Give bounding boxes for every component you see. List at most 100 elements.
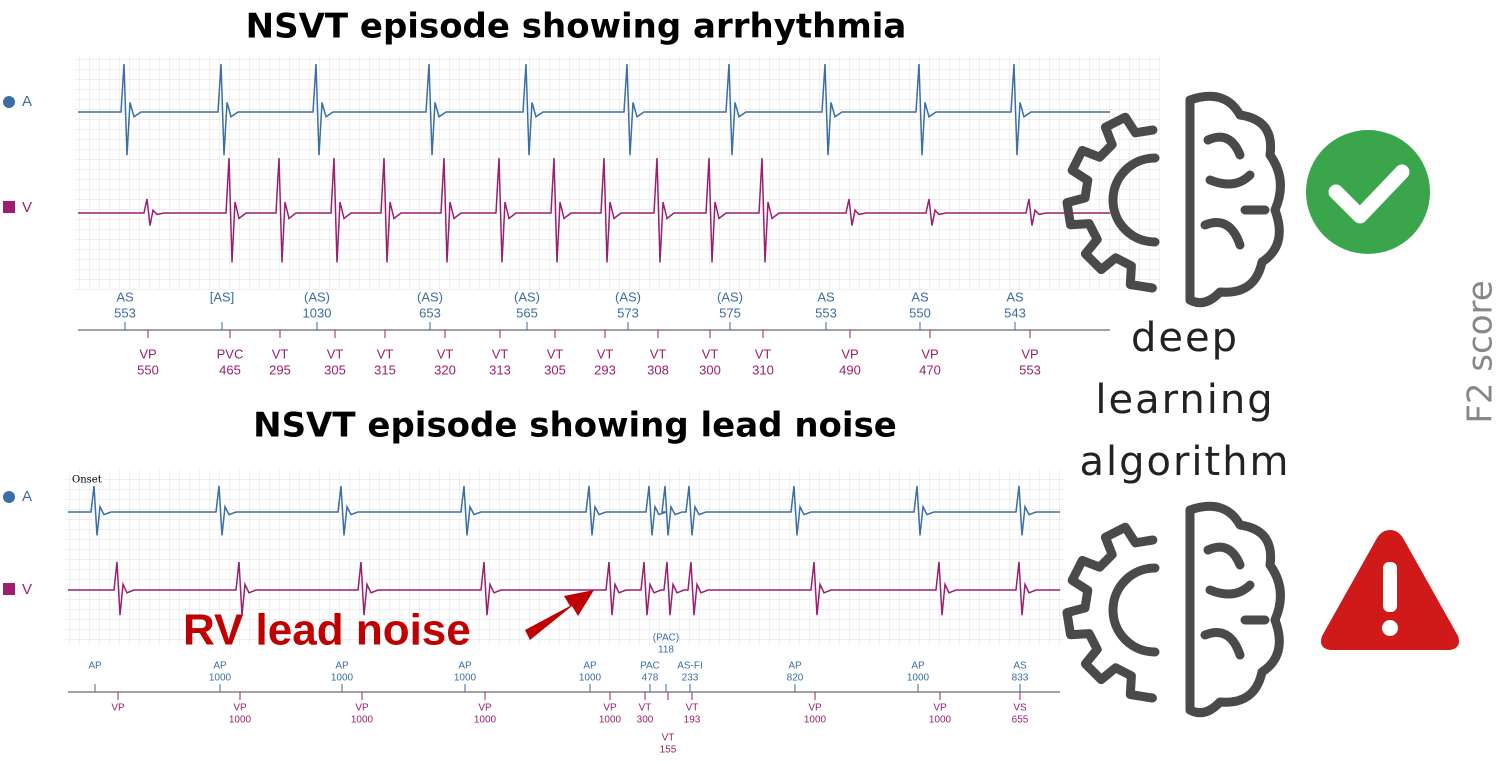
- marker-label: VT: [327, 346, 344, 361]
- warning-dot: [1382, 620, 1398, 636]
- marker-interval: 575: [719, 305, 741, 320]
- marker-label: VT: [702, 346, 719, 361]
- marker-label: VT: [686, 703, 699, 714]
- marker-label: (AS): [615, 289, 641, 304]
- marker-interval: 1000: [907, 673, 930, 684]
- channel-label: A: [22, 93, 32, 110]
- marker-label: VT: [272, 346, 289, 361]
- marker-interval: 313: [489, 362, 511, 377]
- marker-label: AP: [911, 661, 925, 672]
- marker-interval: 553: [1019, 362, 1041, 377]
- marker-interval: 300: [699, 362, 721, 377]
- marker-label: VT: [662, 733, 675, 744]
- marker-label: AP: [583, 661, 597, 672]
- marker-interval: 490: [839, 362, 861, 377]
- marker-label: VT: [650, 346, 667, 361]
- marker-label: AP: [213, 661, 227, 672]
- marker-interval: 155: [660, 745, 677, 756]
- marker-interval: 293: [594, 362, 616, 377]
- marker-label: AS: [1013, 661, 1027, 672]
- algorithm-label: algorithm: [1079, 439, 1290, 485]
- marker-interval: 315: [374, 362, 396, 377]
- marker-interval: 193: [684, 715, 701, 726]
- gear-inner: [1113, 568, 1155, 652]
- channel-label: A: [22, 488, 32, 505]
- marker-label: (PAC): [653, 633, 679, 644]
- marker-interval: 310: [752, 362, 774, 377]
- marker-interval: 1000: [209, 673, 232, 684]
- marker-interval: 308: [647, 362, 669, 377]
- marker-interval: 1000: [351, 715, 374, 726]
- brain-fold: [1205, 137, 1265, 245]
- marker-label: VP: [921, 346, 938, 361]
- channel-dot: [3, 491, 15, 503]
- marker-label: AP: [458, 661, 472, 672]
- marker-interval: 565: [516, 305, 538, 320]
- marker-label: VP: [355, 703, 369, 714]
- channel-label: V: [22, 581, 32, 598]
- marker-label: AS: [817, 289, 835, 304]
- warning-bar: [1383, 562, 1397, 612]
- marker-interval: 1000: [599, 715, 622, 726]
- marker-label: VP: [933, 703, 947, 714]
- marker-label: VT: [492, 346, 509, 361]
- onset-label: Onset: [72, 475, 102, 486]
- marker-interval: 543: [1004, 305, 1026, 320]
- marker-interval: 233: [682, 673, 699, 684]
- marker-interval: 1000: [929, 715, 952, 726]
- marker-interval: 1000: [454, 673, 477, 684]
- marker-label: VP: [603, 703, 617, 714]
- marker-label: AP: [335, 661, 349, 672]
- marker-interval: 305: [544, 362, 566, 377]
- brain: [1190, 506, 1280, 712]
- marker-interval: 300: [637, 715, 654, 726]
- marker-interval: 320: [434, 362, 456, 377]
- marker-interval: 470: [919, 362, 941, 377]
- marker-interval: 478: [642, 673, 659, 684]
- success-icon: [1306, 130, 1430, 254]
- marker-label: VP: [233, 703, 247, 714]
- marker-label: VP: [841, 346, 858, 361]
- marker-label: (AS): [514, 289, 540, 304]
- marker-interval: 553: [815, 305, 837, 320]
- marker-interval: 550: [137, 362, 159, 377]
- channel-square: [3, 201, 15, 213]
- marker-label: PVC: [217, 346, 244, 361]
- marker-interval: 1000: [229, 715, 252, 726]
- marker-label: AS: [911, 289, 929, 304]
- marker-label: VT: [755, 346, 772, 361]
- algorithm-icon: [1067, 506, 1280, 712]
- channel-label: V: [22, 199, 32, 216]
- marker-label: (AS): [304, 289, 330, 304]
- algorithm-label: learning: [1095, 377, 1274, 423]
- algorithm-label: deep: [1131, 315, 1239, 361]
- channel-square: [3, 583, 15, 595]
- marker-label: VP: [478, 703, 492, 714]
- marker-interval: 1000: [804, 715, 827, 726]
- figure: NSVT episode showing arrhythmia NSVT epi…: [0, 0, 1504, 763]
- brain: [1190, 96, 1280, 302]
- marker-label: AS: [116, 289, 134, 304]
- marker-interval: 655: [1012, 715, 1029, 726]
- marker-label: VT: [377, 346, 394, 361]
- marker-label: AP: [788, 661, 802, 672]
- marker-label: AS-FI: [677, 661, 703, 672]
- marker-interval: 833: [1012, 673, 1029, 684]
- marker-interval: 573: [617, 305, 639, 320]
- marker-interval: 550: [909, 305, 931, 320]
- marker-label: VP: [111, 703, 125, 714]
- marker-label: AP: [88, 661, 102, 672]
- marker-label: VT: [437, 346, 454, 361]
- marker-interval: 653: [419, 305, 441, 320]
- marker-label: AS: [1006, 289, 1024, 304]
- marker-interval: 118: [658, 645, 674, 656]
- marker-interval: 1000: [579, 673, 602, 684]
- marker-label: VP: [808, 703, 822, 714]
- marker-label: (AS): [717, 289, 743, 304]
- channel-dot: [3, 96, 15, 108]
- marker-label: VT: [597, 346, 614, 361]
- marker-label: VT: [547, 346, 564, 361]
- bottom-title: NSVT episode showing lead noise: [253, 406, 897, 446]
- marker-label: (AS): [417, 289, 443, 304]
- marker-label: VS: [1013, 703, 1027, 714]
